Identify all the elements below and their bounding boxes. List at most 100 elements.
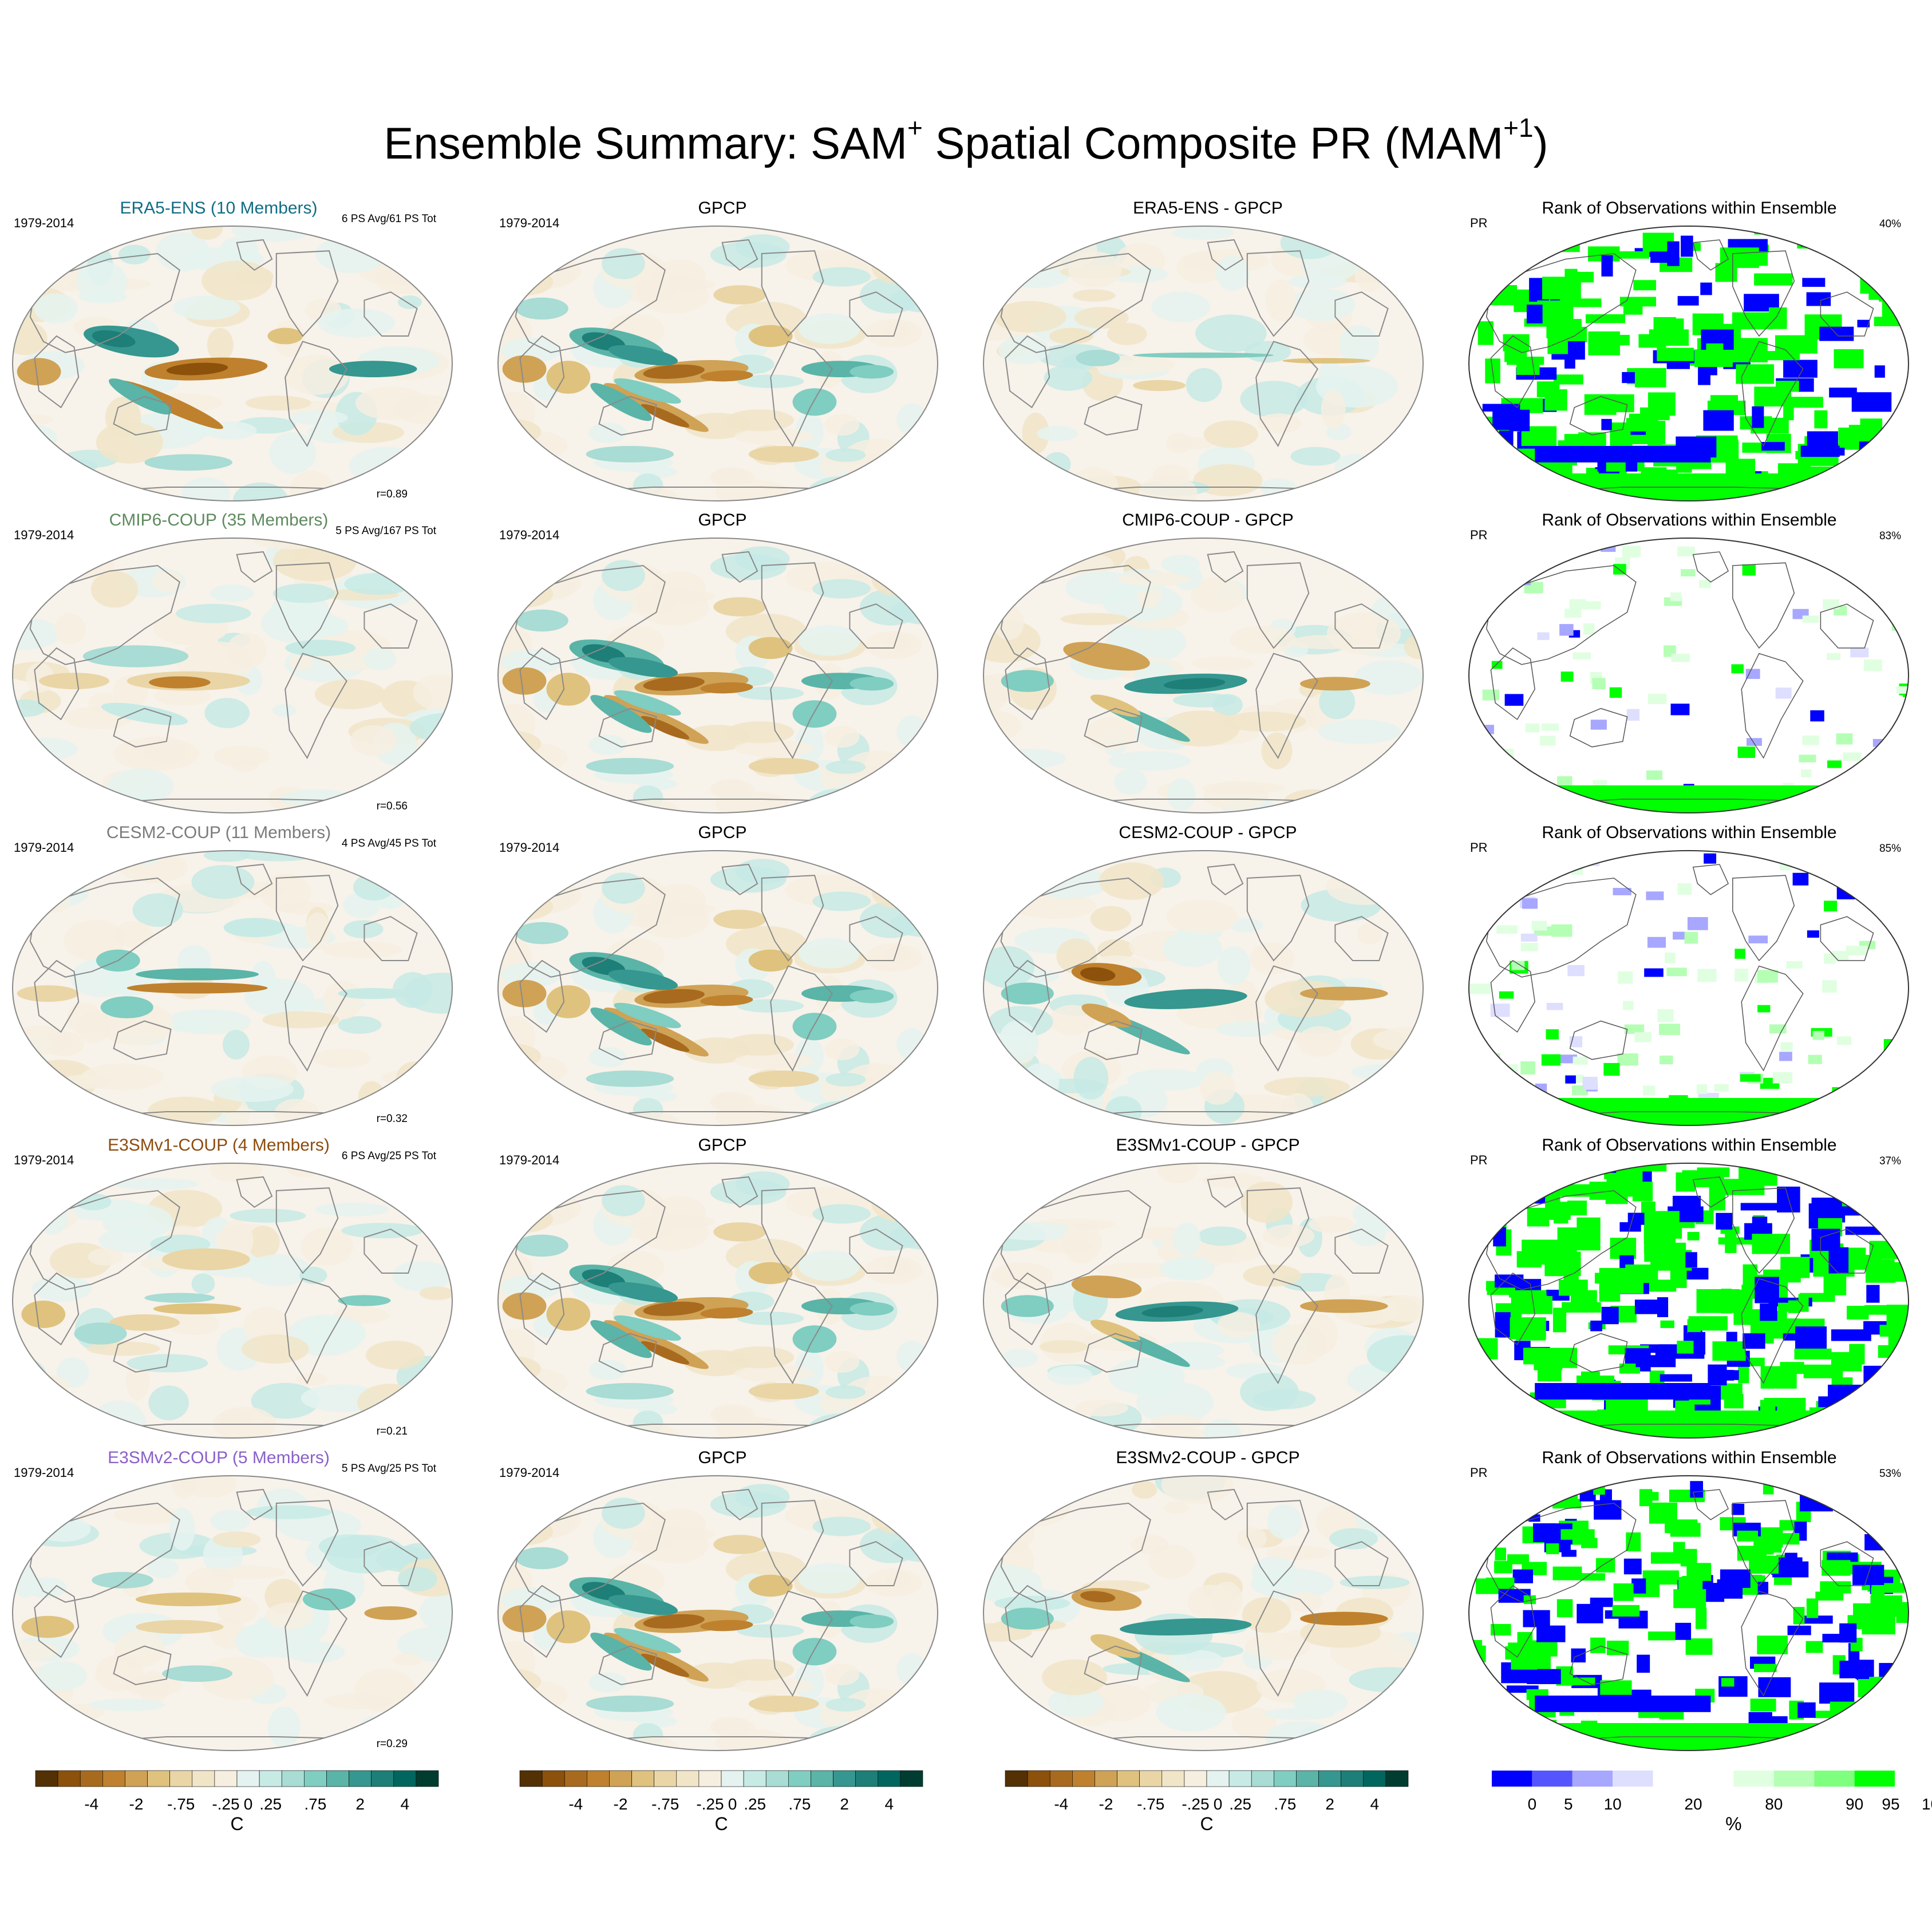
anomaly-patch xyxy=(373,266,444,294)
coastline xyxy=(849,291,903,337)
anomaly-patch xyxy=(896,1341,927,1373)
coastline xyxy=(761,1187,824,1274)
figure-title: Ensemble Summary: SAM+ Spatial Composite… xyxy=(0,114,1932,169)
coastline xyxy=(770,965,833,1072)
anomaly-patch xyxy=(1326,868,1402,905)
coastline xyxy=(598,1020,657,1060)
panel-obs-title: GPCP xyxy=(698,1448,746,1467)
anomaly-patch xyxy=(34,293,78,323)
rank-cell xyxy=(1731,664,1744,674)
rank-cell xyxy=(1520,1061,1535,1075)
anomaly-patch xyxy=(820,1082,844,1102)
title-sup-season: +1 xyxy=(1503,113,1534,143)
rank-cell xyxy=(1777,1302,1808,1312)
anomaly-patch xyxy=(825,1073,866,1086)
coastline xyxy=(598,396,657,436)
rank-cell xyxy=(1868,895,1885,907)
anomaly-patch xyxy=(1042,1659,1107,1696)
anomaly-patch xyxy=(991,1262,1053,1289)
rank-cell xyxy=(1650,1552,1674,1564)
rank-cell xyxy=(1573,1056,1588,1065)
anomaly-feature xyxy=(748,1574,793,1597)
rank-cell xyxy=(1538,487,1574,501)
anomaly-patch xyxy=(400,1720,452,1733)
anomaly-feature xyxy=(850,989,894,1003)
anomaly-patch xyxy=(1047,1365,1093,1385)
coastline xyxy=(1569,1645,1628,1685)
anomaly-feature xyxy=(792,1325,837,1353)
colorbar-tick-label: -.25 xyxy=(1182,1795,1209,1813)
rank-cell xyxy=(1637,1654,1650,1673)
anomaly-patch xyxy=(871,561,921,596)
rank-cell xyxy=(1799,754,1816,762)
rank-cell xyxy=(1760,1400,1776,1411)
coastline xyxy=(364,1228,418,1274)
rank-cell xyxy=(1906,482,1909,497)
anomaly-patch xyxy=(181,477,231,501)
anomaly-patch xyxy=(34,234,90,250)
rank-cell xyxy=(1724,1393,1744,1409)
rank-cell xyxy=(1475,1202,1487,1215)
rank-cell xyxy=(1619,1363,1640,1374)
coastline xyxy=(285,965,347,1072)
rank-cell xyxy=(1564,268,1578,286)
rank-cell xyxy=(1585,601,1601,610)
coastline xyxy=(236,1176,273,1208)
anomaly-patch xyxy=(588,1047,627,1068)
anomaly-patch xyxy=(202,260,272,301)
anomaly-feature xyxy=(515,297,568,320)
anomaly-patch xyxy=(289,471,334,501)
coastline xyxy=(285,1590,347,1697)
anomaly-patch xyxy=(210,1510,250,1532)
anomaly-patch xyxy=(983,1511,1034,1554)
colorbar-swatch xyxy=(676,1770,700,1787)
colorbar-swatch xyxy=(631,1770,654,1787)
anomaly-feature xyxy=(515,922,568,945)
rank-cell xyxy=(1658,1024,1680,1036)
rank-cell xyxy=(1514,469,1531,481)
anomaly-patch xyxy=(1242,1597,1291,1633)
colorbar-swatch xyxy=(236,1770,260,1787)
rank-cell xyxy=(1704,853,1717,864)
anomaly-feature xyxy=(850,1614,894,1629)
anomaly-feature xyxy=(546,1610,591,1643)
anomaly-patch xyxy=(280,789,353,807)
panel-period: 1979-2014 xyxy=(499,1465,559,1480)
coastline xyxy=(1255,1278,1318,1385)
rank-cell xyxy=(1482,404,1520,412)
coastline xyxy=(236,551,273,583)
map-field xyxy=(498,1476,938,1751)
panel-rank-percent: 85% xyxy=(1879,843,1901,855)
rank-cell xyxy=(1858,1677,1893,1697)
anomaly-patch xyxy=(13,1712,38,1728)
panel-period: 1979-2014 xyxy=(14,216,74,230)
panel-model-title: ERA5-ENS (10 Members) xyxy=(120,199,317,218)
panel-rank: Rank of Observations within Ensemble PR 53… xyxy=(1468,1448,1910,1751)
rank-cell xyxy=(1673,931,1686,940)
rank-cell xyxy=(1851,392,1892,412)
rank-cell xyxy=(1891,1104,1909,1114)
anomaly-patch xyxy=(1001,1349,1038,1368)
coastline xyxy=(1207,239,1244,271)
rank-cell xyxy=(1677,296,1699,306)
coastline xyxy=(1485,253,1637,353)
rank-cell xyxy=(1650,251,1677,263)
rank-cell xyxy=(1516,361,1540,375)
colorbar-swatch xyxy=(416,1770,439,1787)
anomaly-feature xyxy=(1133,380,1186,392)
rank-cell xyxy=(1482,689,1500,701)
colorbar-swatch xyxy=(519,1770,543,1787)
panel-model: CESM2-COUP (11 Members) 1979-2014 4 PS Avg… xyxy=(11,823,453,1126)
rank-cell xyxy=(1474,1713,1490,1721)
rank-cell xyxy=(1634,1032,1652,1042)
anomaly-patch xyxy=(824,1038,860,1061)
rank-cell xyxy=(1886,1368,1909,1394)
rank-cell xyxy=(1864,1421,1880,1438)
anomaly-patch xyxy=(1074,1400,1128,1417)
anomaly-feature xyxy=(502,1292,547,1320)
rank-cell xyxy=(1857,319,1870,327)
colorbar-swatch xyxy=(1251,1770,1274,1787)
anomaly-patch xyxy=(734,1365,815,1382)
anomaly-patch xyxy=(602,560,645,591)
rank-cell xyxy=(1901,282,1909,290)
